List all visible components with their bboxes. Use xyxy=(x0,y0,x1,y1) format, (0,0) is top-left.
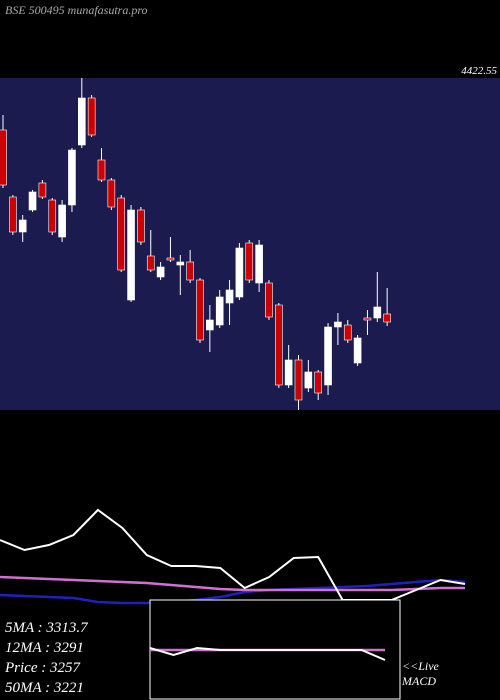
indicator-line xyxy=(149,646,386,661)
macd-label: MACD xyxy=(401,674,436,688)
ma-label: 12MA : 3291 xyxy=(5,640,84,656)
candle-body xyxy=(274,304,283,386)
candle-body xyxy=(255,244,263,284)
candle-body xyxy=(324,326,332,386)
candle-body xyxy=(78,97,86,146)
candle-body xyxy=(334,321,342,328)
indicator-line xyxy=(0,575,465,592)
candle-body xyxy=(373,306,382,319)
candle-body xyxy=(176,261,185,266)
candle-body xyxy=(18,219,27,233)
candle-body xyxy=(87,97,96,136)
candle-body xyxy=(383,313,391,323)
ma-label: Price : 3257 xyxy=(4,660,81,676)
candle-body xyxy=(186,261,194,281)
candle-body xyxy=(215,296,224,326)
candle-body xyxy=(225,289,234,304)
candle-body xyxy=(107,179,116,208)
candle-body xyxy=(206,319,214,331)
ma-label: 5MA : 3313.7 xyxy=(5,620,89,636)
candle-body xyxy=(117,197,125,271)
candle-body xyxy=(0,129,7,186)
candle-body xyxy=(245,242,254,281)
candle-body xyxy=(58,204,66,238)
candle-body xyxy=(38,182,47,198)
candle-body xyxy=(146,255,155,271)
macd-label: <<Live xyxy=(402,659,440,673)
candle-body xyxy=(265,282,273,318)
candle-body xyxy=(284,359,293,386)
candle-body xyxy=(343,324,352,341)
indicator-line xyxy=(0,578,466,605)
price-label: 4422.55 xyxy=(461,65,497,77)
candle-body xyxy=(363,317,372,321)
candle-body xyxy=(68,149,76,206)
candle-body xyxy=(137,209,145,243)
candle-body xyxy=(156,266,165,278)
candle-body xyxy=(294,359,303,401)
candle-body xyxy=(235,247,244,298)
candle-body xyxy=(314,371,323,394)
candle-body xyxy=(9,196,17,233)
candle-body xyxy=(304,371,313,389)
candle-body xyxy=(353,337,362,364)
candle-body xyxy=(196,279,204,341)
chart-title: BSE 500495 munafasutra.pro xyxy=(5,3,148,17)
candle-body xyxy=(28,191,37,211)
candle-body xyxy=(97,159,106,181)
candle-body xyxy=(48,199,57,233)
ma-label: 50MA : 3221 xyxy=(5,680,84,696)
candle-body xyxy=(127,209,135,301)
candle-body xyxy=(166,257,175,261)
